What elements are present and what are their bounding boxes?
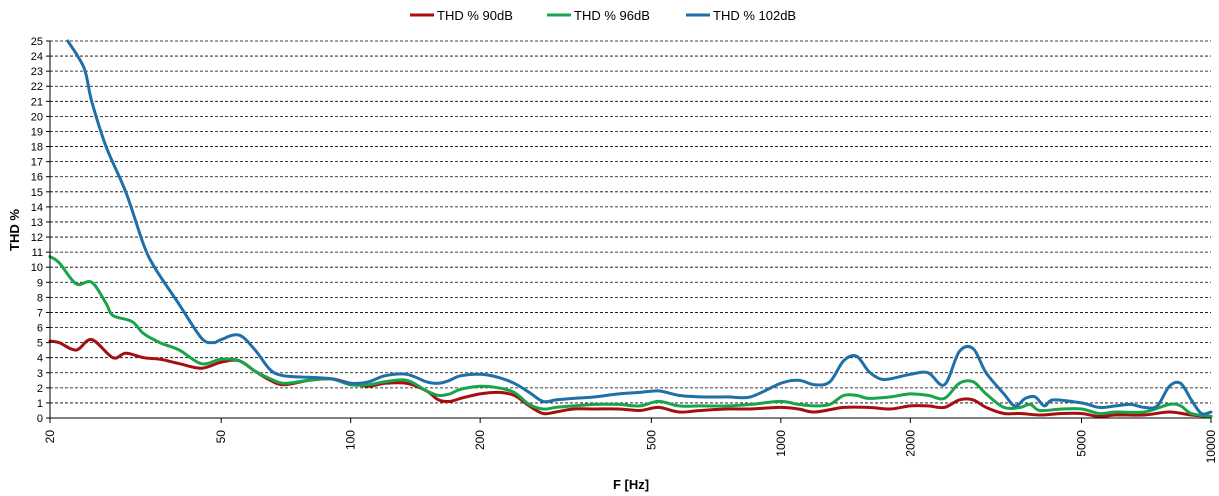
y-tick-label: 18 <box>31 142 43 154</box>
y-tick-label: 13 <box>31 217 43 229</box>
x-tick-label: 200 <box>473 430 487 450</box>
y-tick-label: 21 <box>31 96 43 108</box>
y-tick-label: 25 <box>31 36 43 48</box>
x-tick-label: 2000 <box>903 430 917 457</box>
y-tick-label: 15 <box>31 187 43 199</box>
x-tick-label: 5000 <box>1075 430 1089 457</box>
y-tick-label: 8 <box>37 292 43 304</box>
x-tick-label: 1000 <box>774 430 788 457</box>
series-line-0 <box>48 338 1213 419</box>
legend-label-2: THD % 102dB <box>713 8 796 23</box>
y-tick-label: 3 <box>37 368 43 380</box>
y-tick-label: 17 <box>31 157 43 169</box>
x-tick-label: 500 <box>644 430 658 450</box>
y-tick-label: 10 <box>31 262 43 274</box>
legend: THD % 90dB THD % 96dB THD % 102dB <box>410 8 796 23</box>
x-tick-label: 20 <box>43 430 57 444</box>
y-tick-label: 22 <box>31 81 43 93</box>
y-tick-label: 0 <box>37 413 43 425</box>
y-tick-label: 14 <box>31 202 43 214</box>
y-tick-label: 7 <box>37 307 43 319</box>
y-tick-label: 11 <box>32 247 43 259</box>
legend-label-1: THD % 96dB <box>574 8 650 23</box>
y-tick-label: 2 <box>37 383 43 395</box>
y-tick-label: 4 <box>37 353 43 365</box>
y-tick-label: 6 <box>37 323 43 335</box>
x-axis-label: F [Hz] <box>613 477 649 492</box>
x-tick-label: 10000 <box>1204 430 1218 464</box>
y-axis-label: THD % <box>7 209 22 251</box>
series-line-1 <box>48 255 1213 418</box>
y-tick-label: 23 <box>31 66 43 78</box>
y-tick-label: 20 <box>31 111 43 123</box>
series-lines <box>48 39 1213 419</box>
grid-lines <box>50 40 1211 404</box>
y-tick-label: 9 <box>37 277 43 289</box>
y-tick-label: 5 <box>37 338 43 350</box>
axes <box>49 41 1211 419</box>
y-axis-ticks: 0123456789101112131415161718192021222324… <box>31 36 50 425</box>
x-tick-label: 100 <box>344 430 358 450</box>
y-tick-label: 1 <box>37 398 43 410</box>
y-tick-label: 16 <box>31 172 43 184</box>
series-line-2 <box>66 39 1213 416</box>
x-axis-ticks: 20 50 100 200 500 1000 2000 5000 10000 <box>43 418 1218 463</box>
x-tick-label: 50 <box>214 430 228 444</box>
legend-label-0: THD % 90dB <box>437 8 513 23</box>
y-tick-label: 24 <box>31 51 43 63</box>
y-tick-label: 19 <box>31 126 43 138</box>
y-tick-label: 12 <box>31 232 43 244</box>
